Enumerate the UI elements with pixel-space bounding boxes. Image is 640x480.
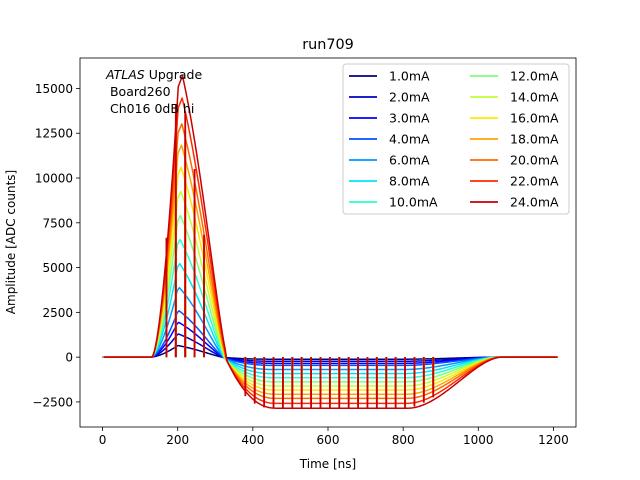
x-axis-label: Time [ns] <box>299 457 356 471</box>
annotation-atlas: ATLAS <box>105 67 145 82</box>
y-tick-label: 15000 <box>35 82 73 96</box>
legend-item: 6.0mA <box>349 153 430 168</box>
y-tick-label: 2500 <box>42 306 73 320</box>
legend-item: 4.0mA <box>349 132 430 147</box>
legend-item: 8.0mA <box>349 174 430 189</box>
legend-label: 8.0mA <box>389 174 430 189</box>
y-tick-label: −2500 <box>32 395 73 409</box>
legend-item: 22.0mA <box>470 174 559 189</box>
chart-title: run709 <box>302 37 354 53</box>
y-tick-label: 5000 <box>42 261 73 275</box>
series-24.0mA <box>103 75 558 409</box>
x-tick-label: 800 <box>392 433 415 447</box>
legend-label: 20.0mA <box>510 153 559 168</box>
annotation-line-1: ATLAS Upgrade <box>105 67 202 82</box>
legend-item: 10.0mA <box>349 195 438 210</box>
legend-item: 1.0mA <box>349 69 430 84</box>
y-axis: −2500 0 2500 5000 7500 10000 12500 15000 <box>32 82 80 409</box>
y-tick-label: 0 <box>65 351 73 365</box>
legend-item: 3.0mA <box>349 111 430 126</box>
atlas-annotation: ATLAS Upgrade Board260 Ch016 0dB hi <box>105 67 202 116</box>
series-line <box>103 123 558 400</box>
x-tick-label: 1000 <box>463 433 494 447</box>
series-layer <box>102 75 558 409</box>
legend-item: 20.0mA <box>470 153 559 168</box>
annotation-line-2: Board260 <box>106 84 171 99</box>
y-axis-label: Amplitude [ADC counts] <box>4 170 18 314</box>
series-line <box>103 75 558 409</box>
legend-label: 14.0mA <box>510 90 559 105</box>
legend-label: 12.0mA <box>510 69 559 84</box>
legend-label: 1.0mA <box>389 69 430 84</box>
legend-item: 18.0mA <box>470 132 559 147</box>
legend-label: 18.0mA <box>510 132 559 147</box>
legend-label: 22.0mA <box>510 174 559 189</box>
legend-label: 24.0mA <box>510 195 559 210</box>
annotation-upgrade: Upgrade <box>145 67 203 82</box>
x-tick-label: 200 <box>166 433 189 447</box>
legend-item: 14.0mA <box>470 90 559 105</box>
legend-item: 24.0mA <box>470 195 559 210</box>
x-axis: 0 200 400 600 800 1000 1200 <box>99 427 569 447</box>
x-tick-label: 600 <box>317 433 340 447</box>
legend-label: 10.0mA <box>389 195 438 210</box>
legend-label: 3.0mA <box>389 111 430 126</box>
legend-item: 2.0mA <box>349 90 430 105</box>
legend-item: 16.0mA <box>470 111 559 126</box>
legend-item: 12.0mA <box>470 69 559 84</box>
x-tick-label: 0 <box>99 433 107 447</box>
annotation-line-3: Ch016 0dB hi <box>106 101 194 116</box>
legend-frame <box>342 63 570 215</box>
y-tick-label: 10000 <box>35 172 73 186</box>
legend-items: 1.0mA 2.0mA 3.0mA 4.0mA 6.0mA 8.0mA 10.0mA 12.0… <box>349 69 559 210</box>
x-tick-label: 400 <box>241 433 264 447</box>
legend-label: 6.0mA <box>389 153 430 168</box>
y-tick-label: 12500 <box>35 127 73 141</box>
legend: 1.0mA 2.0mA 3.0mA 4.0mA 6.0mA 8.0mA 10.0mA 12.0… <box>342 63 570 215</box>
y-tick-label: 7500 <box>42 216 73 230</box>
legend-label: 16.0mA <box>510 111 559 126</box>
x-tick-label: 1200 <box>538 433 569 447</box>
legend-label: 4.0mA <box>389 132 430 147</box>
legend-label: 2.0mA <box>389 90 430 105</box>
